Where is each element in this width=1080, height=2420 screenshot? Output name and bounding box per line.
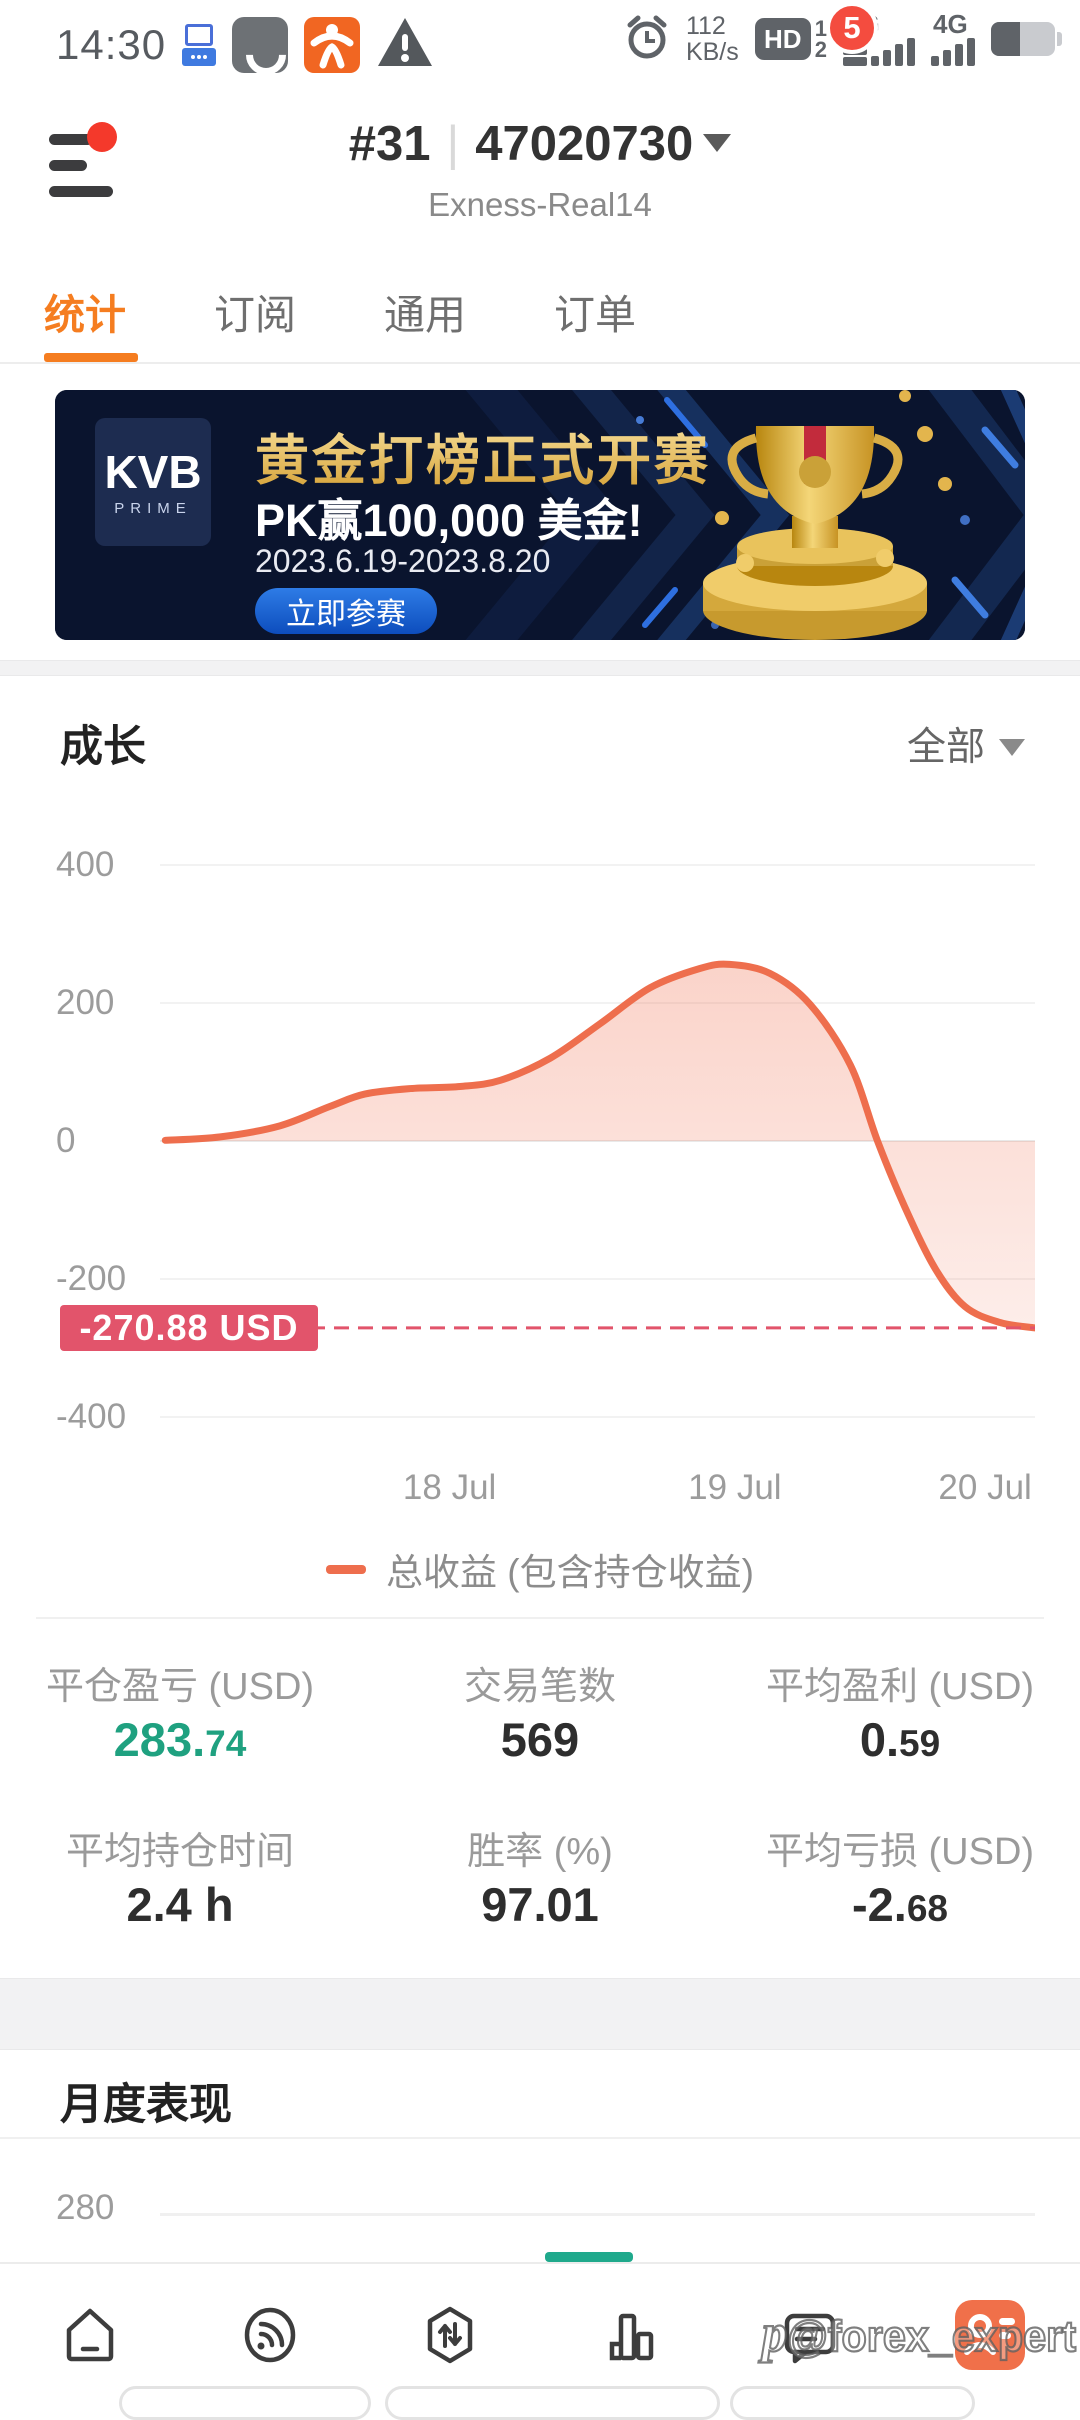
- join-now-button[interactable]: 立即参赛: [255, 588, 437, 634]
- alarm-icon: [624, 13, 670, 66]
- growth-area-plot: [160, 864, 1035, 1418]
- stat-value-trades: 569: [500, 1713, 580, 1766]
- banner-subtitle: PK赢100,000 美金!: [255, 495, 643, 546]
- x-tick: 19 Jul: [688, 1468, 782, 1507]
- period-filter-dropdown[interactable]: 全部: [907, 716, 1025, 772]
- position-number: #31: [348, 117, 431, 171]
- chevron-down-icon: [999, 739, 1025, 756]
- legend-label: 总收益 (包含持仓收益): [386, 1552, 754, 1593]
- banner-background-art: [55, 390, 1025, 640]
- stat-value-closed-pl: 283.74: [113, 1713, 247, 1766]
- server-name: Exness-Real14: [428, 186, 652, 223]
- nav-signals[interactable]: [180, 2264, 360, 2406]
- nav-trade[interactable]: [360, 2264, 540, 2406]
- message-count-badge: 5: [826, 2, 878, 54]
- profile-icon: [955, 2300, 1025, 2370]
- active-tab-indicator: [44, 353, 138, 362]
- dianping-notification-icon: [304, 16, 361, 73]
- banner-dates: 2023.6.19-2023.8.20: [255, 543, 551, 579]
- stat-value-avg-hold-time: 2.4 h: [126, 1878, 234, 1931]
- y-tick: 200: [56, 983, 115, 1022]
- legend-marker: [326, 1564, 367, 1574]
- stat-label-avg-loss: 平均亏损 (USD): [765, 1831, 1035, 1873]
- x-tick: 18 Jul: [402, 1468, 497, 1507]
- stat-value-avg-profit: 0.59: [859, 1713, 941, 1766]
- tab-subscriptions[interactable]: 订阅: [214, 292, 296, 338]
- chat-icon: [784, 2313, 836, 2364]
- stat-value-avg-loss: -2.68: [851, 1878, 948, 1931]
- stat-label-avg-profit: 平均盈利 (USD): [765, 1666, 1035, 1708]
- chevron-down-icon: [703, 134, 732, 152]
- tab-orders[interactable]: 订单: [554, 292, 636, 338]
- section-divider: [0, 660, 1080, 676]
- bottom-sheet-pill: [730, 2386, 975, 2420]
- bottom-sheet-pill: [385, 2386, 720, 2420]
- x-axis-labels: 18 Jul 19 Jul 20 Jul: [0, 1468, 1080, 1512]
- signals-icon: [244, 2307, 296, 2363]
- bottom-navigation: [0, 2262, 1080, 2406]
- nav-charts[interactable]: [540, 2264, 720, 2406]
- growth-section-title: 成长: [60, 723, 146, 771]
- warning-notification-icon: [376, 14, 434, 75]
- kvb-logo: KVB PRIME: [95, 418, 211, 546]
- stat-label-win-rate: 胜率 (%): [467, 1831, 613, 1873]
- banner-title: 黄金打榜正式开赛: [255, 416, 711, 495]
- bar-chart-icon: [609, 2313, 654, 2361]
- tab-general[interactable]: 通用: [384, 292, 466, 338]
- menu-notification-dot: [87, 122, 117, 152]
- monthly-gridline: [160, 2213, 1035, 2216]
- account-title[interactable]: #31 | 47020730: [0, 116, 1080, 172]
- trophy-illustration: [703, 390, 952, 640]
- watermark: p@forex_expert: [761, 2302, 1077, 2364]
- app-notification-icon: [232, 16, 289, 73]
- trade-icon: [427, 2306, 473, 2364]
- divider: [0, 2137, 1080, 2139]
- section-divider: [0, 1978, 1080, 2050]
- bottom-sheet-pill: [119, 2386, 371, 2420]
- y-tick: 0: [56, 1121, 76, 1160]
- tab-bar: 统计 订阅 通用 订单: [0, 260, 1080, 364]
- nav-profile[interactable]: [900, 2264, 1080, 2406]
- stat-label-avg-hold-time: 平均持仓时间: [65, 1831, 294, 1873]
- news-app-notification-icon: [182, 23, 217, 66]
- x-tick: 20 Jul: [938, 1468, 1032, 1507]
- network-speed: 112 KB/s: [685, 12, 739, 66]
- nav-messages[interactable]: [720, 2264, 900, 2406]
- menu-button[interactable]: [49, 122, 129, 198]
- monthly-section-title: 月度表现: [60, 2081, 232, 2129]
- y-tick: -400: [56, 1397, 127, 1436]
- promo-banner[interactable]: KVB PRIME 黄金打榜正式开赛 PK赢100,000 美金! 2023.6…: [55, 390, 1025, 640]
- y-tick: -200: [56, 1259, 127, 1298]
- stat-label-trades: 交易笔数: [463, 1666, 616, 1708]
- home-icon: [66, 2308, 114, 2362]
- status-bar: 14:30 11: [0, 0, 1080, 84]
- chart-legend: 总收益 (包含持仓收益): [0, 1542, 1080, 1596]
- stat-label-closed-pl: 平仓盈亏 (USD): [45, 1666, 315, 1708]
- monthly-bar: [545, 2252, 633, 2262]
- account-id: 47020730: [475, 117, 694, 171]
- growth-chart[interactable]: 400 200 0 -200 -400 -270.88 USD: [0, 845, 1080, 1440]
- stat-value-win-rate: 97.01: [481, 1878, 599, 1931]
- tab-statistics[interactable]: 统计: [44, 292, 126, 338]
- nav-home[interactable]: [0, 2264, 180, 2406]
- monthly-y-tick: 280: [56, 2188, 115, 2227]
- y-tick: 400: [56, 845, 115, 884]
- divider: [36, 1617, 1044, 1619]
- drawdown-label: -270.88 USD: [60, 1304, 318, 1351]
- battery-icon: [991, 22, 1062, 56]
- signal-sim2-icon: 4G: [931, 11, 975, 66]
- clock-time: 14:30: [56, 20, 167, 68]
